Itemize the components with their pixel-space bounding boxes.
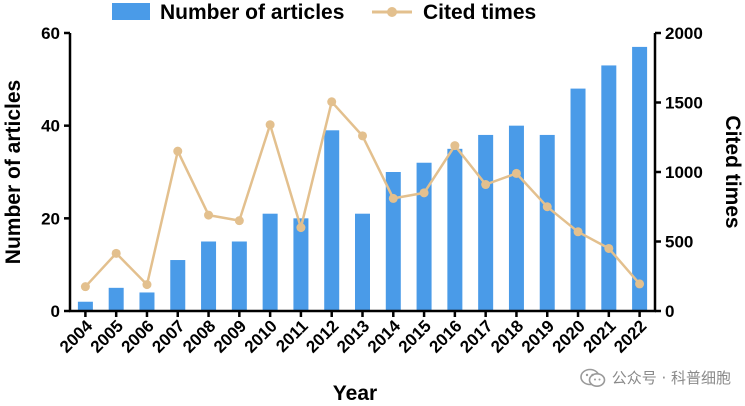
x-tick-label: 2008 — [179, 316, 219, 356]
cited-point-2010 — [265, 120, 275, 130]
x-tick-label: 2007 — [148, 316, 188, 356]
x-tick-label: 2005 — [87, 316, 127, 356]
bar-2004 — [77, 301, 93, 311]
left-axis-ticks: 0 20 40 60 — [41, 24, 70, 321]
cited-point-2020 — [573, 227, 583, 237]
x-tick-label: 2009 — [210, 316, 250, 356]
watermark: 公众号 · 科普细胞 — [579, 367, 731, 388]
bar-2006 — [139, 292, 155, 311]
x-tick-label: 2018 — [487, 316, 527, 356]
bar-2005 — [108, 287, 124, 311]
bar-2021 — [601, 65, 617, 311]
cited-point-2007 — [173, 146, 183, 156]
cited-point-2015 — [419, 188, 429, 198]
right-tick-label: 0 — [665, 302, 674, 321]
left-tick-label: 0 — [51, 302, 60, 321]
cited-point-2005 — [111, 248, 121, 258]
cited-point-2022 — [635, 279, 645, 289]
x-tick-label: 2014 — [364, 316, 405, 357]
right-tick-label: 2000 — [665, 24, 703, 43]
right-axis-ticks: 0 500 1000 1500 2000 — [655, 24, 703, 321]
x-tick-label: 2013 — [333, 316, 373, 356]
x-tick-label: 2004 — [56, 316, 97, 357]
bar-2019 — [539, 134, 555, 311]
watermark-text: 公众号 · 科普细胞 — [611, 369, 731, 387]
right-tick-label: 1500 — [665, 94, 703, 113]
right-tick-label: 1000 — [665, 163, 703, 182]
bar-2017 — [478, 134, 494, 311]
wechat-icon — [579, 368, 605, 387]
x-tick-label: 2020 — [549, 316, 589, 356]
cited-point-2013 — [358, 131, 367, 141]
x-tick-label: 2019 — [518, 316, 558, 356]
cited-point-2017 — [481, 180, 491, 190]
x-axis-ticks: 2004200520062007200820092010201120122013… — [56, 311, 650, 357]
cited-point-2009 — [234, 216, 244, 226]
cited-point-2016 — [450, 141, 460, 151]
legend-marker-cited — [387, 7, 397, 17]
x-tick-label: 2016 — [426, 316, 466, 356]
y2-axis-title: Cited times — [721, 115, 744, 228]
bar-2018 — [508, 125, 524, 312]
bar-2022 — [632, 46, 648, 312]
x-tick-label: 2015 — [395, 316, 435, 356]
x-tick-label: 2011 — [272, 316, 312, 356]
cited-point-2019 — [542, 202, 552, 212]
cited-point-2021 — [604, 243, 614, 253]
left-tick-label: 60 — [41, 24, 60, 43]
cited-point-2014 — [388, 193, 398, 203]
legend-label-articles: Number of articles — [160, 1, 344, 24]
left-tick-label: 20 — [41, 209, 60, 228]
right-tick-label: 500 — [665, 233, 693, 252]
bar-2013 — [355, 213, 370, 311]
x-tick-label: 2021 — [579, 316, 619, 356]
bar-2009 — [231, 241, 247, 311]
bar-2020 — [570, 88, 586, 311]
y-axis-title: Number of articles — [2, 80, 25, 264]
x-axis-title: Year — [333, 382, 377, 405]
bar-2015 — [416, 162, 432, 311]
cited-point-2006 — [142, 280, 152, 290]
bar-2014 — [385, 172, 401, 311]
bar-2010 — [262, 213, 278, 311]
cited-point-2012 — [327, 97, 337, 107]
x-tick-label: 2022 — [610, 316, 650, 356]
bar-2016 — [447, 148, 463, 311]
plot-area — [77, 46, 648, 312]
cited-point-2004 — [80, 282, 90, 292]
x-tick-label: 2012 — [302, 316, 342, 356]
cited-point-2008 — [204, 210, 214, 220]
left-tick-label: 40 — [41, 117, 60, 136]
bar-2008 — [201, 241, 217, 311]
bar-2011 — [293, 218, 309, 311]
cited-point-2018 — [511, 168, 521, 178]
legend: Number of articles Cited times — [112, 1, 536, 24]
legend-swatch-articles — [112, 3, 150, 20]
x-tick-label: 2006 — [118, 316, 158, 356]
x-tick-label: 2017 — [456, 316, 496, 356]
bar-2012 — [324, 130, 340, 311]
legend-label-cited: Cited times — [423, 1, 536, 24]
bar-2007 — [170, 260, 186, 311]
x-tick-label: 2010 — [241, 316, 281, 356]
cited-point-2011 — [296, 223, 306, 233]
